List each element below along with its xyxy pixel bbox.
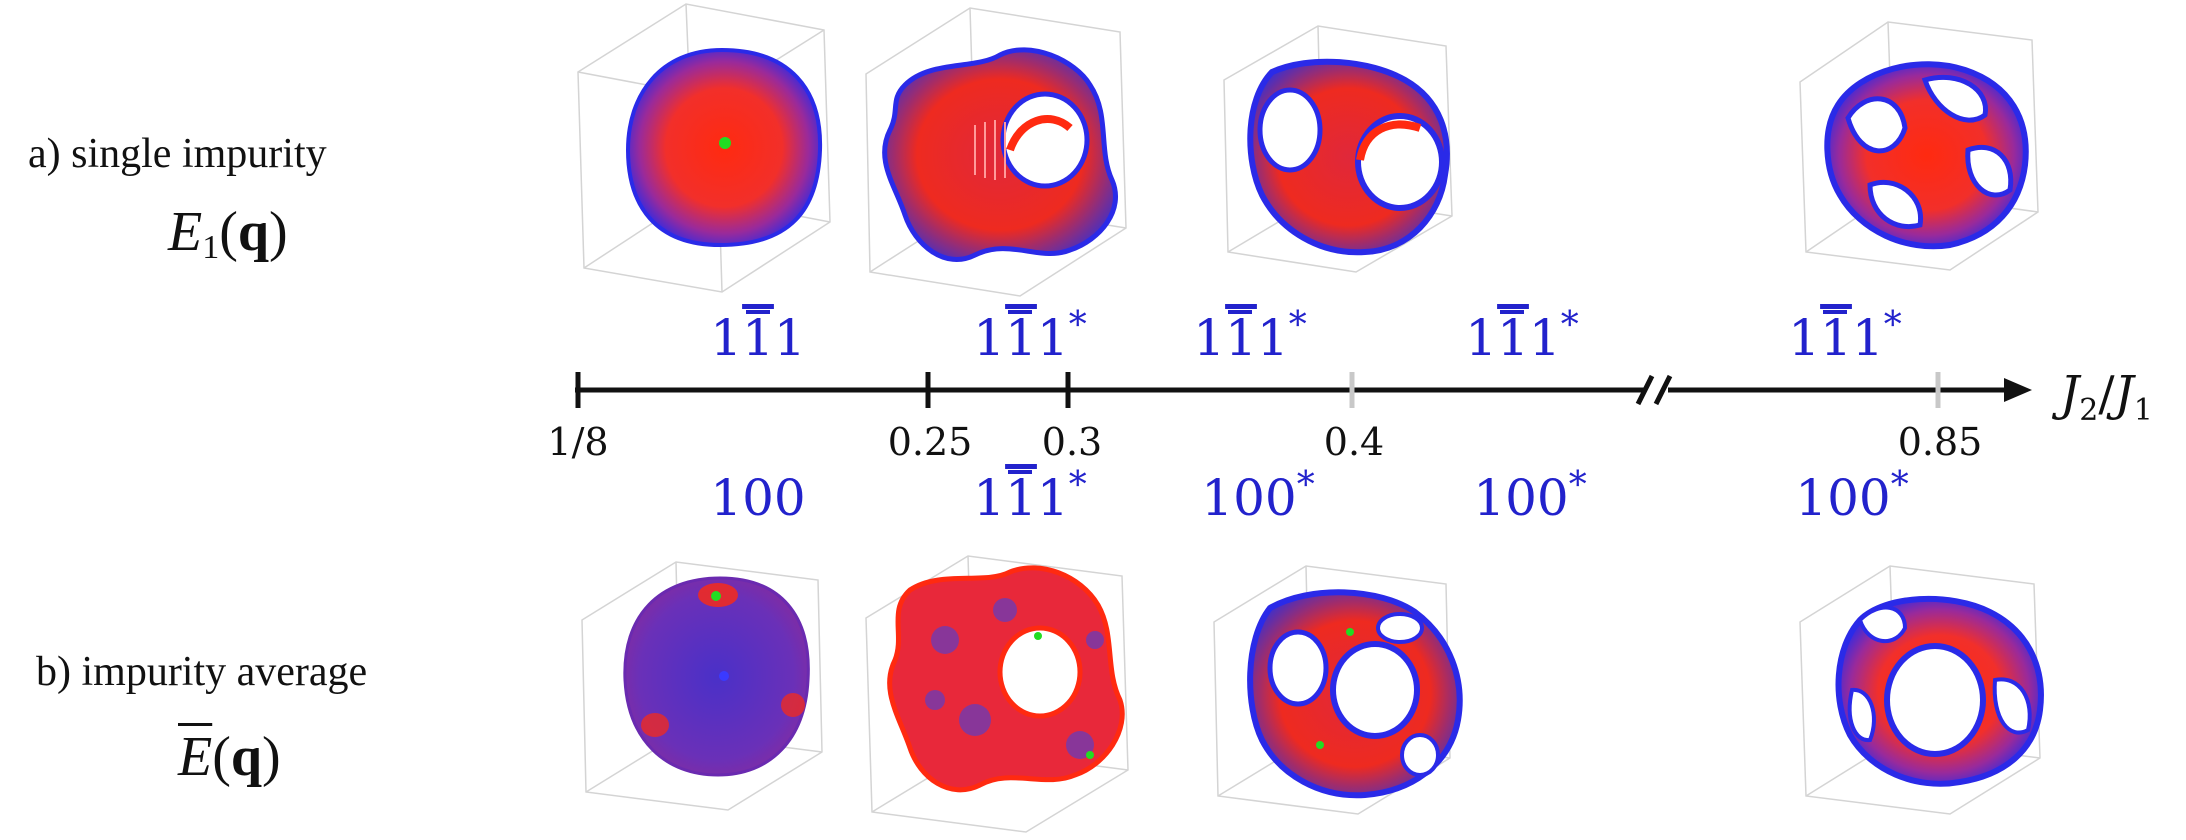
- row-b-label: b) impurity average: [36, 649, 368, 695]
- top-phase-label-0: 111: [710, 309, 805, 367]
- top-phase-label-1: 111*: [973, 305, 1086, 367]
- row-a-symbol: E: [168, 201, 203, 263]
- row-b-equation: E(q): [178, 726, 281, 788]
- surface-b4: [1799, 565, 2044, 815]
- tick-label-4: 0.85: [1898, 420, 1983, 464]
- surface-a3: [1223, 25, 1453, 273]
- axis-label: J2/J1: [2051, 366, 2153, 428]
- bottom-phase-label-4: 100*: [1795, 465, 1908, 527]
- surface-b3: [1213, 565, 1463, 815]
- top-phase-label-4: 111*: [1788, 305, 1901, 367]
- row-b-arg: q: [230, 726, 263, 788]
- tick-label-3: 0.4: [1324, 420, 1384, 464]
- surface-b1: [581, 561, 823, 811]
- surface-a4: [1799, 21, 2039, 271]
- surface-a1: [577, 3, 831, 293]
- tick-label-0: 1/8: [547, 420, 608, 464]
- bottom-phase-label-3: 100*: [1473, 465, 1586, 527]
- bottom-phase-label-1: 111*: [973, 465, 1086, 527]
- row-a-subscript: 1: [202, 229, 220, 266]
- surface-a1-green-point: [719, 137, 731, 149]
- row-b-symbol: E: [178, 726, 213, 788]
- coupling-axis: 1/8 0.25 0.3 0.4 0.85 J2/J1: [547, 366, 2152, 464]
- axis-arrowhead: [2004, 378, 2032, 402]
- axis-break: [1635, 374, 1673, 406]
- phase-labels-bottom: 100 111* 100* 100* 100*: [710, 465, 1908, 527]
- top-phase-label-3: 111*: [1465, 305, 1578, 367]
- surface-b2: [865, 555, 1129, 833]
- tick-label-2: 0.3: [1042, 420, 1102, 464]
- bottom-phase-label-0: 100: [710, 469, 805, 527]
- phase-labels-top: 111 111* 111* 111* 111*: [710, 305, 1901, 367]
- top-phase-label-2: 111*: [1193, 305, 1306, 367]
- tick-label-1: 0.25: [888, 420, 973, 464]
- row-a-arg: q: [237, 201, 270, 263]
- bottom-phase-label-2: 100*: [1201, 465, 1314, 527]
- row-a-label: a) single impurity: [28, 131, 327, 177]
- surface-a2: [865, 7, 1127, 297]
- row-a-equation: E1(q): [168, 201, 288, 266]
